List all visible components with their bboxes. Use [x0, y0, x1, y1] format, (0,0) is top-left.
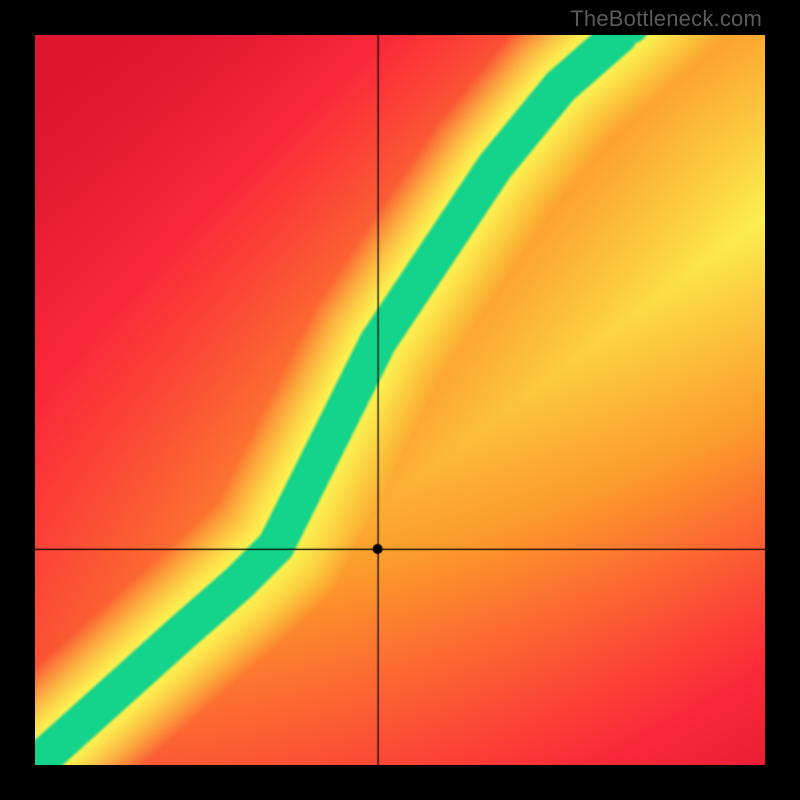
heatmap-plot — [35, 35, 765, 765]
watermark-text: TheBottleneck.com — [570, 6, 762, 32]
chart-frame: TheBottleneck.com — [0, 0, 800, 800]
heatmap-canvas — [35, 35, 765, 765]
